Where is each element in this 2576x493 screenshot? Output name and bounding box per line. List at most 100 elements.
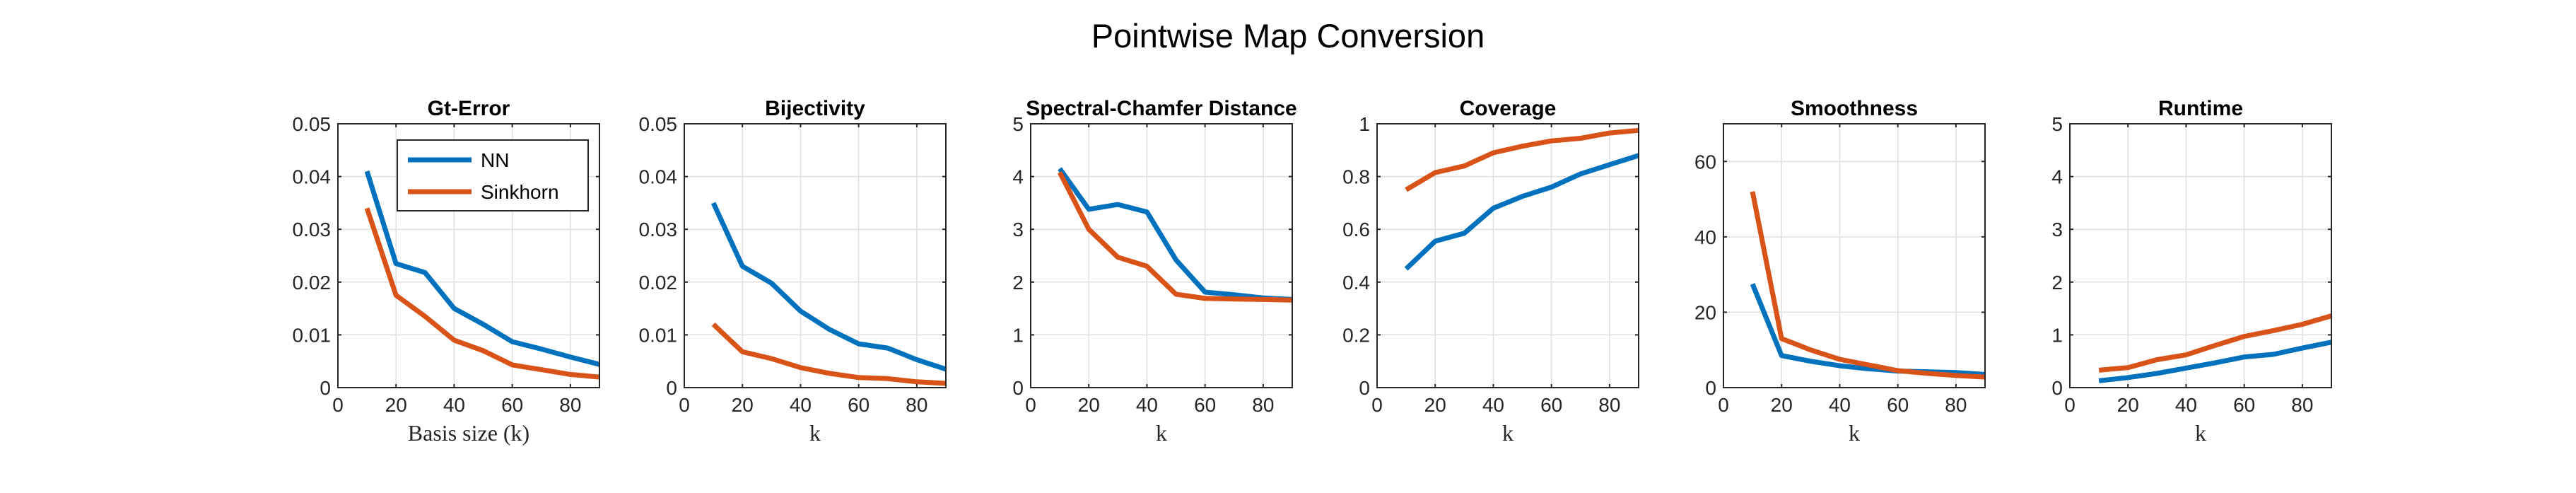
x-axis-label: k [809, 420, 821, 446]
y-tick-label: 0.04 [639, 166, 678, 188]
series-line-nn [2098, 340, 2332, 383]
y-tick-label: 0.02 [639, 272, 678, 294]
y-tick-label: 0.04 [293, 166, 332, 188]
y-tick-label: 0.02 [293, 272, 332, 294]
y-tick-label: 1 [1359, 113, 1370, 135]
chart-title: Spectral-Chamfer Distance [1026, 97, 1296, 120]
x-tick-label: 40 [1136, 394, 1158, 416]
x-tick-label: 80 [1252, 394, 1274, 416]
y-tick-label: 0.03 [293, 219, 332, 240]
x-tick-label: 60 [501, 394, 523, 416]
plot-area-frame [2069, 123, 2332, 388]
y-tick-label: 40 [1694, 226, 1716, 248]
plot-area-frame [1030, 123, 1293, 388]
chart-panel: 0 20 40 60 80 0 0.01 0.02 0.03 0.04 0.05 Bijectivit… [639, 97, 947, 446]
plot-area-frame [1723, 123, 1986, 388]
x-tick-label: 20 [1078, 394, 1100, 416]
x-tick-label: 20 [732, 394, 754, 416]
plot-area-frame [1376, 123, 1639, 388]
x-tick-label: 20 [1424, 394, 1446, 416]
y-tick-label: 1 [1012, 324, 1024, 346]
chart-title: Gt-Error [428, 97, 510, 120]
legend-label-nn: NN [481, 149, 509, 171]
y-tick-label: 0.05 [293, 113, 332, 135]
y-tick-label: 4 [1012, 166, 1024, 188]
plot-area-frame [337, 123, 600, 388]
x-tick-label: 40 [1829, 394, 1851, 416]
y-tick-label: 4 [2051, 166, 2063, 188]
x-tick-label: 60 [848, 394, 870, 416]
y-tick-label: 0 [320, 377, 331, 399]
y-tick-label: 2 [2051, 272, 2063, 294]
series-line-nn [710, 202, 947, 372]
series-line-nn [364, 170, 600, 367]
x-tick-label: 0 [2064, 394, 2076, 416]
x-tick-label: 60 [1887, 394, 1909, 416]
x-tick-label: 20 [1771, 394, 1793, 416]
chart-panel: 0 20 40 60 80 0 0.01 0.02 0.03 0.04 0.05 Gt-Error Ba… [293, 97, 600, 446]
x-tick-label: 40 [790, 394, 812, 416]
x-axis-label: k [1849, 420, 1860, 446]
x-tick-label: 80 [1945, 394, 1967, 416]
x-axis-label: k [2195, 420, 2206, 446]
x-tick-label: 60 [1540, 394, 1562, 416]
x-tick-label: 0 [1718, 394, 1729, 416]
y-tick-label: 0 [1359, 377, 1370, 399]
chart-panel: 0 20 40 60 80 0 0.2 0.4 0.6 0.8 1 Coverage k [1342, 97, 1640, 446]
x-tick-label: 80 [2291, 394, 2313, 416]
chart-title: Bijectivity [765, 97, 865, 120]
y-tick-label: 0.01 [293, 324, 332, 346]
x-tick-label: 40 [2175, 394, 2197, 416]
series-line-nn [1750, 283, 1986, 377]
chart-title: Runtime [2158, 97, 2243, 120]
x-tick-label: 0 [1025, 394, 1036, 416]
y-tick-label: 0.05 [639, 113, 678, 135]
series-line-sinkhorn [1405, 127, 1639, 192]
y-tick-label: 0 [1705, 377, 1716, 399]
x-tick-label: 80 [1598, 394, 1620, 416]
series-line-sinkhorn [711, 322, 947, 386]
x-tick-label: 0 [332, 394, 344, 416]
legend-box [397, 139, 589, 211]
x-tick-label: 60 [1194, 394, 1216, 416]
y-tick-label: 20 [1694, 301, 1716, 323]
y-tick-label: 0.8 [1342, 166, 1370, 188]
y-tick-label: 0.2 [1342, 324, 1370, 346]
x-tick-label: 60 [2233, 394, 2255, 416]
y-tick-label: 60 [1694, 151, 1716, 173]
y-tick-label: 0 [1012, 377, 1024, 399]
x-axis-label: k [1502, 420, 1514, 446]
chart-panel: 0 20 40 60 80 0 20 40 60 Smoothness k [1694, 97, 1986, 446]
y-tick-label: 0 [666, 377, 677, 399]
y-tick-label: 1 [2051, 324, 2063, 346]
legend-label-sinkhorn: Sinkhorn [481, 181, 559, 203]
x-tick-label: 20 [2117, 394, 2139, 416]
chart-panel: 0 20 40 60 80 0 1 2 3 4 5 Runtime k [2051, 97, 2332, 446]
chart-title: Coverage [1460, 97, 1557, 120]
y-tick-label: 0.03 [639, 219, 678, 240]
x-axis-label: Basis size (k) [408, 420, 529, 446]
chart-panels: 0 20 40 60 8000.010.020.030.040.05Gt-ErrorBa… [293, 97, 2332, 446]
y-tick-label: 5 [1012, 113, 1024, 135]
series-line-sinkhorn [1750, 191, 1986, 380]
y-tick-label: 3 [1012, 219, 1024, 240]
chart-title: Smoothness [1791, 97, 1918, 120]
plot-area-frame [684, 123, 947, 388]
y-tick-label: 0.01 [639, 324, 678, 346]
y-tick-label: 5 [2051, 113, 2063, 135]
x-tick-label: 0 [1371, 394, 1383, 416]
y-tick-label: 0.4 [1342, 272, 1370, 294]
x-tick-label: 20 [385, 394, 407, 416]
figure-title: Pointwise Map Conversion [1091, 17, 1485, 54]
x-tick-label: 40 [443, 394, 465, 416]
y-tick-label: 0 [2051, 377, 2063, 399]
y-tick-label: 3 [2051, 219, 2063, 240]
x-tick-label: 40 [1482, 394, 1504, 416]
x-tick-label: 80 [559, 394, 581, 416]
y-tick-label: 0.6 [1342, 219, 1370, 240]
x-tick-label: 0 [679, 394, 690, 416]
series-line-sinkhorn [2098, 313, 2332, 373]
y-tick-label: 2 [1012, 272, 1024, 294]
